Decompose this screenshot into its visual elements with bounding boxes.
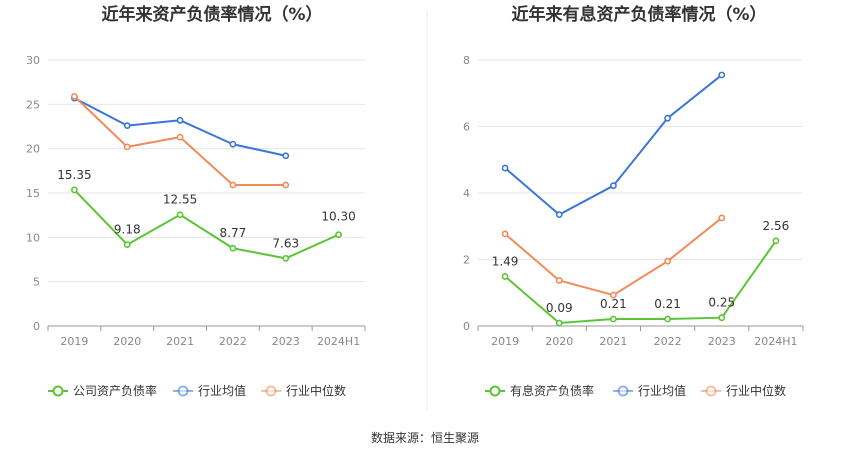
left-series-point-2 bbox=[71, 92, 78, 100]
left-series-point-2 bbox=[176, 133, 184, 141]
left-legend-label: 行业均值 bbox=[198, 383, 246, 398]
left-y-tick-label: 5 bbox=[33, 276, 40, 289]
left-y-tick-label: 30 bbox=[26, 54, 40, 67]
left-data-label: 8.77 bbox=[220, 226, 247, 240]
left-series-point-0 bbox=[229, 244, 237, 252]
left-legend-swatch-marker bbox=[177, 385, 189, 397]
right-legend-item-1[interactable]: 行业均值 bbox=[613, 383, 686, 398]
right-series-line-1 bbox=[504, 74, 723, 216]
left-data-label: 10.30 bbox=[321, 210, 355, 224]
right-series-point-2 bbox=[555, 277, 563, 284]
left-series-point-1 bbox=[123, 122, 131, 130]
right-series-point-2 bbox=[501, 230, 509, 238]
right-series-point-2 bbox=[610, 291, 617, 299]
right-chart: 近年来有息资产负债率情况（%） 0 2 4 6 8 2019 2020 2021 2022 202… bbox=[463, 4, 804, 398]
right-legend-swatch-marker bbox=[617, 385, 629, 397]
left-data-label: 7.63 bbox=[272, 236, 299, 250]
right-series-point-1 bbox=[555, 211, 563, 219]
right-legend-swatch-marker bbox=[705, 385, 717, 397]
right-series-point-0 bbox=[501, 273, 509, 280]
left-x-tick-label: 2019 bbox=[60, 335, 88, 348]
left-data-label: 15.35 bbox=[57, 168, 91, 182]
right-series-point-0 bbox=[555, 319, 563, 327]
left-x-tick-label: 2023 bbox=[272, 335, 300, 348]
right-legend-label: 行业中位数 bbox=[726, 383, 786, 398]
left-series-point-1 bbox=[229, 140, 237, 148]
right-series-point-0 bbox=[718, 314, 726, 322]
right-chart-title: 近年来有息资产负债率情况（%） bbox=[511, 4, 766, 25]
right-series-point-1 bbox=[501, 164, 509, 172]
left-legend-item-1[interactable]: 行业均值 bbox=[173, 383, 246, 398]
left-y-tick-label: 15 bbox=[26, 187, 40, 200]
left-data-label: 9.18 bbox=[114, 223, 141, 237]
left-series-point-2 bbox=[123, 143, 131, 151]
right-data-label: 0.09 bbox=[546, 301, 573, 315]
right-series-point-0 bbox=[772, 237, 780, 245]
left-series-line-2 bbox=[73, 95, 286, 187]
right-data-label: 0.25 bbox=[708, 296, 735, 310]
left-legend-label: 公司资产负债率 bbox=[73, 383, 157, 398]
left-x-tick-label: 2020 bbox=[113, 335, 141, 348]
right-series-line-0 bbox=[504, 240, 777, 325]
data-source: 数据来源：恒生聚源 bbox=[371, 430, 479, 445]
left-x-tick-label: 2024H1 bbox=[317, 335, 360, 348]
left-x-tick-label: 2022 bbox=[219, 335, 247, 348]
left-series-line-0 bbox=[73, 189, 339, 260]
right-x-tick-label: 2022 bbox=[654, 335, 682, 348]
left-series-point-1 bbox=[282, 152, 290, 160]
left-series-point-2 bbox=[282, 181, 290, 189]
right-series-point-1 bbox=[664, 114, 671, 122]
left-series-point-2 bbox=[229, 181, 237, 189]
left-legend-swatch-marker bbox=[265, 385, 277, 397]
right-data-label: 2.56 bbox=[763, 219, 790, 233]
left-series-point-0 bbox=[123, 241, 131, 249]
left-series-point-0 bbox=[282, 254, 290, 262]
left-series-point-0 bbox=[176, 211, 184, 219]
left-data-label: 12.55 bbox=[163, 193, 197, 207]
left-series-point-1 bbox=[176, 116, 184, 124]
left-legend-item-0[interactable]: 公司资产负债率 bbox=[48, 383, 157, 398]
left-legend-label: 行业中位数 bbox=[286, 383, 346, 398]
right-legend-item-2[interactable]: 行业中位数 bbox=[701, 383, 786, 398]
right-series-line-2 bbox=[504, 217, 723, 297]
right-series-point-2 bbox=[664, 257, 671, 265]
right-series-point-2 bbox=[718, 214, 726, 222]
right-x-tick-label: 2020 bbox=[545, 335, 573, 348]
left-chart-title: 近年来资产负债率情况（%） bbox=[101, 4, 322, 25]
right-data-label: 0.21 bbox=[600, 297, 627, 311]
right-series-point-1 bbox=[718, 71, 726, 79]
left-y-tick-label: 0 bbox=[33, 320, 40, 333]
right-series-point-0 bbox=[610, 315, 617, 323]
right-x-tick-label: 2019 bbox=[491, 335, 519, 348]
right-legend-label: 有息资产负债率 bbox=[510, 383, 594, 398]
right-y-tick-label: 4 bbox=[463, 187, 470, 200]
left-y-tick-label: 10 bbox=[26, 231, 40, 244]
right-data-label: 0.21 bbox=[654, 297, 681, 311]
right-x-tick-label: 2024H1 bbox=[754, 335, 797, 348]
right-x-tick-label: 2021 bbox=[599, 335, 627, 348]
left-x-tick-label: 2021 bbox=[166, 335, 194, 348]
right-y-tick-label: 6 bbox=[463, 121, 470, 134]
left-legend-item-2[interactable]: 行业中位数 bbox=[261, 383, 346, 398]
right-y-tick-label: 8 bbox=[463, 54, 470, 67]
right-series-point-1 bbox=[610, 182, 617, 190]
left-legend-swatch-marker bbox=[52, 385, 64, 397]
right-data-label: 1.49 bbox=[492, 254, 519, 268]
left-chart: 近年来资产负债率情况（%） 0 5 10 15 20 25 30 2019 2020 2021 20… bbox=[26, 4, 366, 398]
left-series-point-0 bbox=[335, 231, 342, 239]
left-series-point-0 bbox=[71, 186, 78, 194]
left-y-tick-label: 25 bbox=[26, 98, 40, 111]
left-y-tick-label: 20 bbox=[26, 143, 40, 156]
right-series-point-0 bbox=[664, 315, 671, 323]
right-legend-item-0[interactable]: 有息资产负债率 bbox=[485, 383, 594, 398]
right-x-tick-label: 2023 bbox=[708, 335, 736, 348]
right-y-tick-label: 2 bbox=[463, 254, 470, 267]
right-y-tick-label: 0 bbox=[463, 320, 470, 333]
right-legend-label: 行业均值 bbox=[638, 383, 686, 398]
right-legend-swatch-marker bbox=[489, 385, 501, 397]
